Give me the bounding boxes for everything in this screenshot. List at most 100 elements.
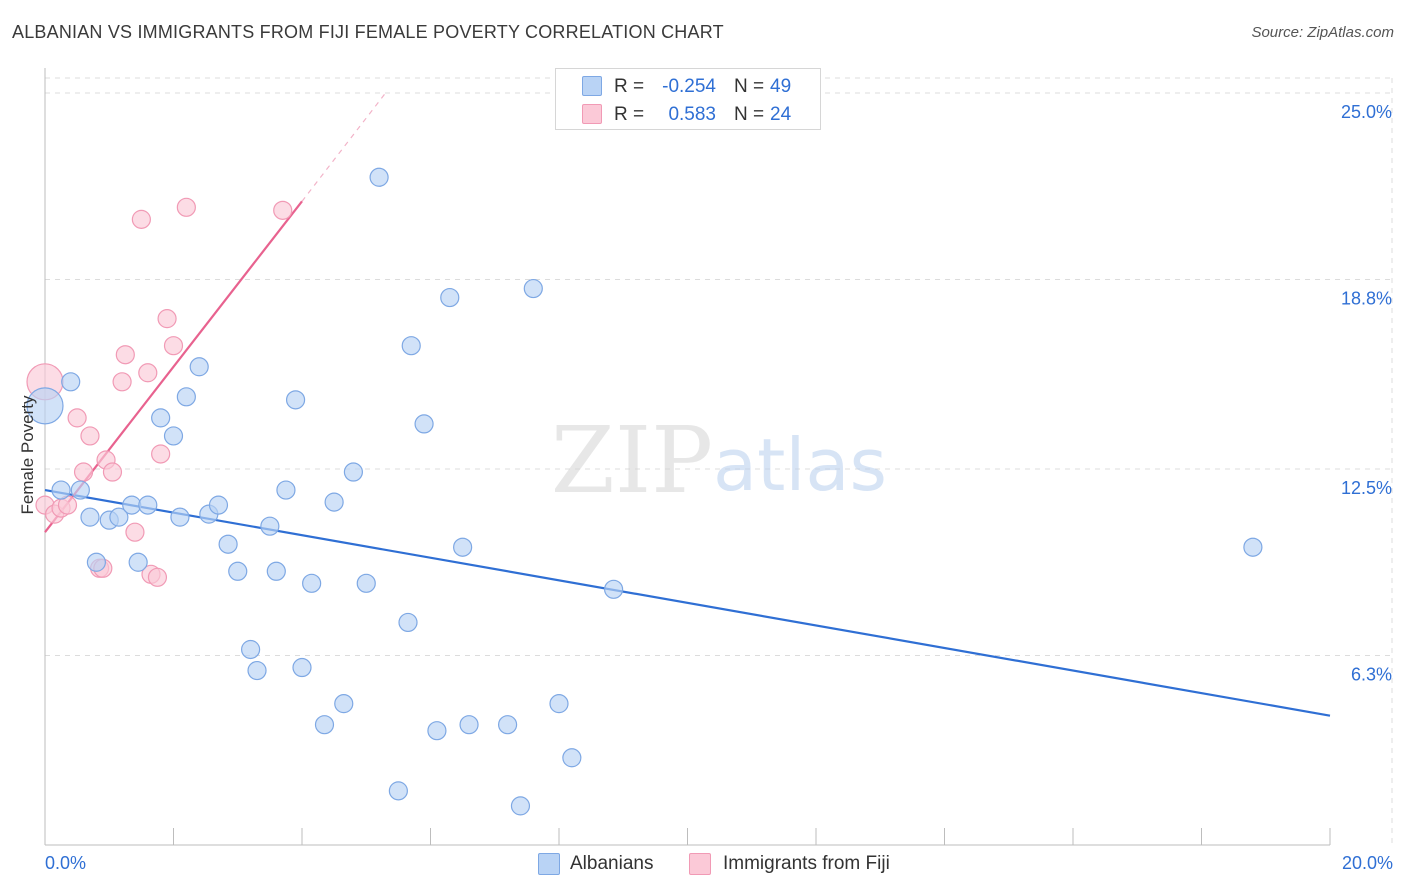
data-point-fiji xyxy=(125,522,145,542)
y-tick-label: 6.3% xyxy=(1351,665,1392,685)
data-point-albanians xyxy=(61,372,81,392)
data-point-albanians xyxy=(369,167,389,187)
data-point-albanians xyxy=(549,694,569,714)
data-point-albanians xyxy=(138,495,158,515)
series-fiji-points xyxy=(26,197,293,587)
legend-row-albanians: R = -0.254 N = 49 xyxy=(556,72,820,100)
data-point-albanians xyxy=(51,480,71,500)
tick-labels: 6.3% 12.5% 18.8% 25.0% 0.0% 20.0% xyxy=(45,102,1393,873)
data-point-fiji xyxy=(131,209,151,229)
regression-extension-fiji xyxy=(301,92,387,202)
x-tick-label: 20.0% xyxy=(1342,853,1393,873)
data-point-albanians xyxy=(80,507,100,527)
data-point-fiji xyxy=(115,345,135,365)
legend-r-label: R = xyxy=(614,104,645,125)
data-point-albanians xyxy=(247,660,267,681)
y-tick-label: 25.0% xyxy=(1341,102,1392,122)
data-point-albanians xyxy=(285,390,306,410)
data-point-albanians xyxy=(302,573,322,593)
data-point-fiji xyxy=(138,363,158,383)
data-point-albanians xyxy=(170,507,190,527)
legend-swatch-fiji xyxy=(689,853,711,875)
data-point-albanians xyxy=(86,552,107,572)
data-point-albanians xyxy=(122,495,142,515)
legend-r-label: R = xyxy=(614,76,645,97)
data-point-albanians xyxy=(356,573,376,593)
legend-n-label: N = xyxy=(734,76,765,97)
y-tick-label: 18.8% xyxy=(1341,289,1392,309)
gridlines xyxy=(45,77,1393,845)
legend-label-albanians: Albanians xyxy=(570,853,654,874)
data-point-albanians xyxy=(523,278,543,299)
data-point-albanians xyxy=(26,387,64,425)
data-point-albanians xyxy=(228,561,248,581)
legend-swatch-albanians xyxy=(582,76,602,96)
data-point-albanians xyxy=(218,534,238,554)
data-point-fiji xyxy=(147,567,168,587)
y-tick-label: 12.5% xyxy=(1341,478,1392,498)
data-point-albanians xyxy=(562,748,582,768)
regression-line-albanians xyxy=(44,488,1331,717)
axes xyxy=(44,68,1331,846)
data-point-fiji xyxy=(102,462,123,482)
legend-swatch-albanians xyxy=(538,853,560,875)
legend-n-value: 49 xyxy=(770,76,792,97)
data-point-albanians xyxy=(427,721,447,741)
data-point-albanians xyxy=(260,516,280,536)
data-point-albanians xyxy=(459,715,479,735)
data-point-fiji xyxy=(67,408,87,428)
data-point-albanians xyxy=(388,781,408,801)
data-point-fiji xyxy=(112,372,132,392)
data-point-albanians xyxy=(241,639,261,660)
data-point-albanians xyxy=(276,480,296,500)
data-point-fiji xyxy=(163,336,184,356)
data-point-albanians xyxy=(151,408,171,428)
data-point-albanians xyxy=(1243,537,1263,557)
data-point-fiji xyxy=(273,200,293,220)
data-point-fiji xyxy=(151,444,171,464)
data-point-albanians xyxy=(510,796,531,816)
data-point-albanians xyxy=(314,715,335,735)
data-point-albanians xyxy=(189,357,209,377)
data-point-albanians xyxy=(292,657,312,678)
data-point-albanians xyxy=(176,387,196,407)
chart-title: ALBANIAN VS IMMIGRANTS FROM FIJI FEMALE … xyxy=(12,22,724,42)
data-point-fiji xyxy=(157,309,177,329)
data-point-albanians xyxy=(398,612,418,633)
data-point-albanians xyxy=(401,336,421,356)
data-point-albanians xyxy=(70,480,90,500)
legend-n-label: N = xyxy=(734,104,765,125)
data-point-albanians xyxy=(440,287,460,308)
data-point-fiji xyxy=(73,462,94,482)
data-point-albanians xyxy=(324,492,344,512)
data-point-albanians xyxy=(453,537,473,557)
legend-swatch-fiji xyxy=(582,104,602,124)
source-credit: Source: ZipAtlas.com xyxy=(1251,24,1394,41)
data-point-albanians xyxy=(163,426,184,446)
data-point-albanians xyxy=(266,561,286,581)
legend-n-value: 24 xyxy=(770,104,792,125)
data-point-albanians xyxy=(334,694,354,714)
data-point-fiji xyxy=(80,426,100,446)
data-point-albanians xyxy=(109,507,129,527)
data-point-albanians xyxy=(128,552,148,572)
data-point-albanians xyxy=(414,414,434,434)
watermark-atlas: atlas xyxy=(713,423,887,507)
legend-label-fiji: Immigrants from Fiji xyxy=(723,853,890,874)
legend-row-fiji: R = 0.583 N = 24 xyxy=(556,100,820,128)
x-tick-label: 0.0% xyxy=(45,853,86,873)
data-point-albanians xyxy=(604,579,624,599)
data-point-fiji xyxy=(176,197,196,217)
regression-lines xyxy=(44,92,1331,717)
data-point-albanians xyxy=(343,462,363,482)
watermark-zip: ZIP xyxy=(551,407,713,514)
legend-r-value: 0.583 xyxy=(668,104,716,125)
data-point-albanians xyxy=(498,715,518,735)
y-axis-label: Female Poverty xyxy=(18,395,37,515)
legend-r-value: -0.254 xyxy=(662,76,716,97)
correlation-legend: R = -0.254 N = 49 R = 0.583 N = 24 xyxy=(555,68,821,130)
data-point-albanians xyxy=(208,495,229,515)
watermark: ZIP atlas xyxy=(551,407,887,514)
series-albanians-points xyxy=(26,167,1263,816)
